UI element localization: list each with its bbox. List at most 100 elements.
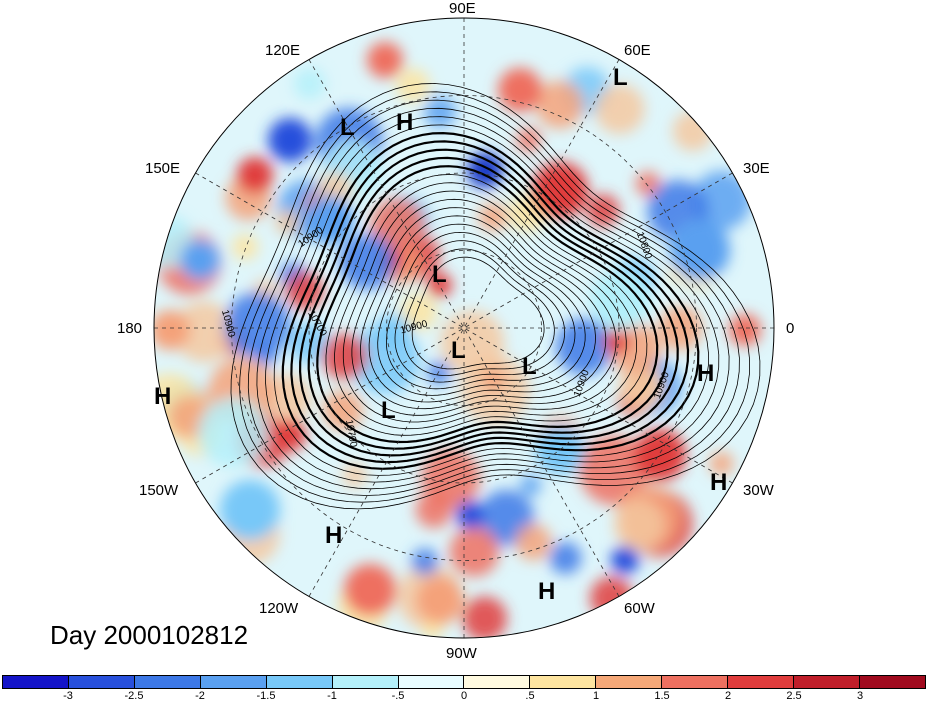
height-contour	[368, 215, 596, 403]
anomaly-patch	[478, 202, 508, 232]
colorbar-tick-label: 2	[724, 690, 732, 702]
lon-label-60w: 60W	[624, 600, 655, 617]
height-contour	[403, 248, 555, 376]
anomaly-patch	[427, 361, 451, 385]
anomaly-patch	[349, 323, 421, 395]
anomaly-core	[428, 273, 452, 297]
anomaly-patch	[549, 541, 582, 575]
anomaly-core	[268, 118, 312, 162]
height-contour	[411, 256, 545, 370]
anomaly-patch	[614, 499, 665, 551]
latitude-circle	[231, 95, 697, 561]
low-center: L	[432, 261, 447, 288]
anomaly-patch	[322, 333, 368, 380]
colorbar-tick-label: 0	[460, 690, 468, 702]
high-center: H	[697, 360, 715, 387]
lon-label-0: 0	[786, 320, 795, 337]
height-contour	[273, 124, 709, 476]
colorbar-tick-label: 1	[592, 690, 600, 702]
lon-label-180: 180	[117, 320, 143, 337]
height-contour	[290, 140, 690, 464]
height-contour	[281, 131, 700, 470]
colorbar-tick-label: 3	[856, 690, 864, 702]
height-contour	[256, 107, 730, 490]
anomaly-core	[344, 564, 396, 616]
height-contour	[316, 165, 659, 444]
colorbar-segment	[398, 676, 465, 688]
colorbar-tick-label: 2.5	[786, 690, 802, 702]
colorbar-segment	[266, 676, 333, 688]
colorbar-segment	[662, 676, 729, 688]
colorbar-tick-label: -2.5	[124, 690, 144, 702]
colorbar-segment	[859, 676, 925, 688]
height-contour	[394, 240, 566, 383]
anomaly-core	[456, 501, 484, 529]
anomaly-patch	[579, 435, 649, 506]
high-center: H	[154, 383, 172, 410]
high-center: H	[710, 469, 728, 496]
high-center: H	[538, 578, 556, 605]
height-contour	[342, 190, 627, 423]
anomaly-patch	[224, 292, 291, 359]
colorbar-segment	[134, 676, 201, 688]
low-center: L	[522, 353, 537, 380]
height-contour	[239, 91, 751, 503]
anomaly-patch	[197, 397, 268, 468]
low-center: L	[340, 114, 355, 141]
low-center: L	[381, 397, 396, 424]
anomaly-patch	[594, 84, 645, 134]
colorbar-tick-label: -1	[327, 690, 337, 702]
anomaly-patch	[515, 524, 552, 561]
anomaly-patch	[400, 293, 438, 331]
lon-label-30w: 30W	[743, 482, 774, 499]
colorbar-segment	[596, 676, 663, 688]
anomaly-core	[306, 196, 354, 244]
anomaly-core	[367, 42, 403, 78]
height-contour	[351, 198, 617, 416]
colorbar-tick-label: -.5	[391, 690, 405, 702]
height-contour	[230, 83, 761, 510]
anomaly-patch	[395, 68, 430, 103]
colorbar-segment	[464, 676, 531, 688]
anomaly-core	[220, 480, 280, 540]
colorbar-segment	[3, 676, 69, 688]
lon-label-120e: 120E	[265, 42, 301, 59]
anomaly-core	[180, 240, 220, 280]
high-center: H	[396, 109, 414, 136]
anomaly-patch	[173, 301, 235, 363]
colorbar-segment	[200, 676, 267, 688]
height-contours	[230, 83, 761, 510]
height-contour	[325, 174, 648, 436]
high-center: H	[325, 522, 343, 549]
date-label: Day 2000102812	[50, 620, 249, 650]
anomaly-patch	[619, 366, 658, 405]
lon-label-150e: 150E	[145, 160, 181, 177]
height-contour	[386, 231, 576, 390]
anomaly-core	[611, 546, 639, 574]
anomaly-patch	[411, 548, 439, 576]
anomaly-patch	[535, 80, 584, 129]
lon-label-120w: 120W	[259, 600, 299, 617]
anomaly-core	[729, 314, 761, 346]
anomaly-patch	[285, 271, 324, 310]
colorbar-tick-label: .5	[525, 690, 535, 702]
anomaly-patch	[422, 619, 443, 638]
anomaly-patch	[449, 526, 500, 577]
anomaly-patch	[370, 198, 426, 254]
anomaly-patch	[516, 127, 541, 153]
map-boundary	[153, 17, 775, 639]
anomaly-core	[670, 220, 730, 280]
anomaly-core	[498, 68, 542, 112]
lon-label-30e: 30E	[743, 160, 770, 177]
anomaly-patch	[519, 474, 542, 497]
anomaly-patch	[672, 111, 713, 152]
colorbar-segment	[530, 676, 597, 688]
height-contour	[298, 148, 679, 457]
graticule	[154, 18, 774, 638]
anomaly-patch	[440, 310, 505, 375]
colorbar-segment	[794, 676, 860, 688]
anomaly-patch	[231, 233, 259, 261]
anomaly-patch	[603, 327, 631, 355]
anomaly-patch	[709, 451, 734, 476]
